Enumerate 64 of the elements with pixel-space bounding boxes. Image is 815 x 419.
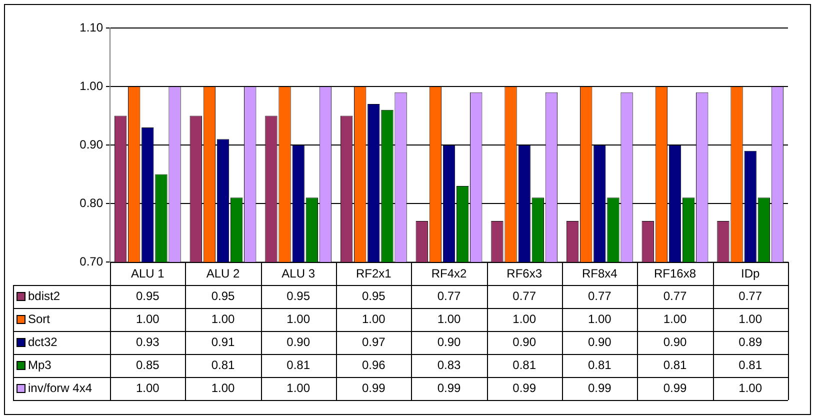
data-label: 0.95 xyxy=(286,288,310,303)
x-tick-label: RF2x1 xyxy=(356,266,392,281)
data-label: 1.00 xyxy=(211,380,235,395)
data-label: 0.90 xyxy=(663,334,687,349)
data-label: 1.00 xyxy=(211,312,235,326)
data-label: 1.00 xyxy=(437,312,461,326)
data-label: 0.77 xyxy=(512,288,536,303)
data-label: 0.81 xyxy=(738,358,762,372)
data-label: 0.99 xyxy=(512,380,536,395)
data-label: 0.90 xyxy=(512,334,536,349)
data-label: 0.81 xyxy=(286,358,310,372)
data-label: 0.81 xyxy=(663,358,687,372)
data-label: 0.81 xyxy=(211,358,235,372)
x-tick-label: RF6x3 xyxy=(506,266,542,281)
data-label: 0.81 xyxy=(588,358,612,372)
legend-label: bdist2 xyxy=(28,288,60,303)
data-label: 1.00 xyxy=(286,380,310,395)
data-label: 0.91 xyxy=(211,334,235,349)
data-label: 1.00 xyxy=(738,380,762,395)
data-label: 1.00 xyxy=(136,312,160,326)
data-label: 0.77 xyxy=(738,288,762,303)
data-label: 1.00 xyxy=(512,312,536,326)
data-label: 0.99 xyxy=(588,380,612,395)
data-label: 0.97 xyxy=(362,334,386,349)
data-label: 0.90 xyxy=(286,334,310,349)
data-label: 0.83 xyxy=(437,358,461,372)
legend-label: dct32 xyxy=(28,334,58,349)
data-label: 1.00 xyxy=(286,312,310,326)
x-tick-label: RF8x4 xyxy=(582,266,618,281)
data-label: 0.90 xyxy=(437,334,461,349)
y-tick-label: 0.70 xyxy=(80,254,104,268)
y-tick-label: 1.00 xyxy=(80,78,104,93)
x-tick-label: ALU 1 xyxy=(130,266,165,281)
data-label: 0.90 xyxy=(588,334,612,349)
x-tick-label: RF4x2 xyxy=(431,266,467,281)
data-label: 0.95 xyxy=(211,288,235,303)
data-label: 1.00 xyxy=(588,312,612,326)
y-tick-label: 1.10 xyxy=(80,20,104,34)
x-tick-label: ALU 2 xyxy=(206,266,240,281)
data-label: 0.99 xyxy=(437,380,461,395)
data-label: 0.77 xyxy=(588,288,612,303)
legend-label: Mp3 xyxy=(28,358,52,372)
x-tick-label: RF16x8 xyxy=(654,266,696,281)
data-label: 0.95 xyxy=(362,288,386,303)
data-label: 0.96 xyxy=(362,358,386,372)
data-label: 0.77 xyxy=(437,288,461,303)
data-label: 1.00 xyxy=(136,380,160,395)
data-label: 0.77 xyxy=(663,288,687,303)
y-tick-label: 0.80 xyxy=(80,196,104,210)
y-tick-label: 0.90 xyxy=(80,137,104,152)
x-tick-label: ALU 3 xyxy=(282,266,316,281)
data-label: 1.00 xyxy=(663,312,687,326)
data-label: 1.00 xyxy=(362,312,386,326)
data-label: 0.85 xyxy=(136,358,160,372)
data-label: 0.95 xyxy=(136,288,160,303)
data-label: 0.89 xyxy=(738,334,762,349)
data-label: 0.93 xyxy=(136,334,160,349)
legend-label: Sort xyxy=(28,312,51,326)
data-label: 0.81 xyxy=(512,358,536,372)
legend-label: inv/forw 4x4 xyxy=(28,380,92,395)
data-label: 1.00 xyxy=(738,312,762,326)
data-label: 0.99 xyxy=(663,380,687,395)
data-label: 0.99 xyxy=(362,380,386,395)
x-tick-label: IDp xyxy=(740,266,760,281)
